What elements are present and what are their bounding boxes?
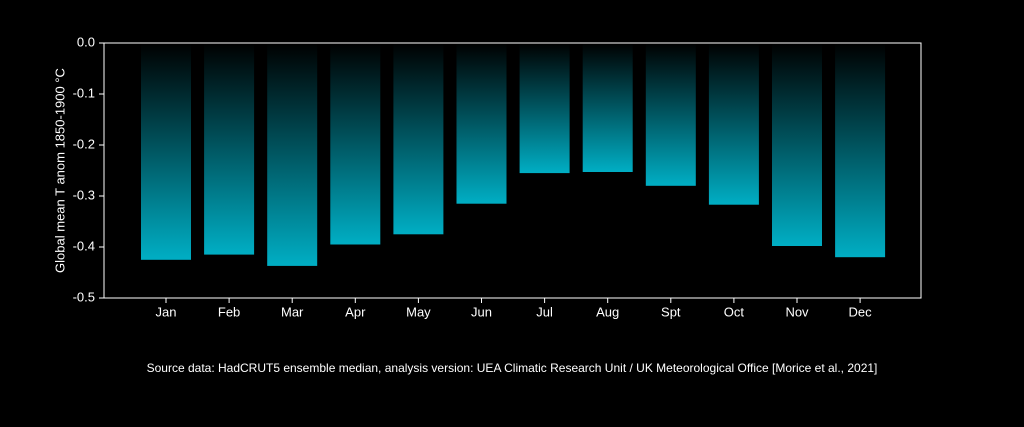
bar-jun	[456, 43, 507, 204]
y-tick-label: -0.4	[73, 238, 95, 253]
y-tick-label: -0.3	[73, 187, 95, 202]
plot-frame	[103, 42, 922, 299]
x-axis-ticks: Jan Feb Mar Apr May Jun Jul Aug Spt Oct Nov Dec	[156, 298, 873, 319]
x-tick-label-dec: Dec	[849, 304, 873, 319]
x-tick-label-nov: Nov	[785, 304, 809, 319]
y-tick-label: -0.2	[73, 136, 95, 151]
x-tick-label-oct: Oct	[724, 304, 745, 319]
y-axis-label: Global mean T anom 1850-1900 °C	[52, 68, 67, 273]
x-tick-label-may: May	[406, 304, 431, 319]
x-tick-label-mar: Mar	[281, 304, 304, 319]
y-tick-label: -0.1	[73, 85, 95, 100]
bar-aug	[582, 43, 633, 172]
x-tick-label-spt: Spt	[661, 304, 681, 319]
bar-oct	[708, 43, 759, 205]
bar-mar	[267, 43, 318, 266]
bar-nov	[772, 43, 822, 246]
bars-layer	[141, 43, 886, 266]
x-tick-label-feb: Feb	[218, 304, 240, 319]
y-tick-label: 0.0	[77, 34, 95, 49]
bar-spt	[645, 43, 696, 186]
bar-jan	[141, 43, 191, 260]
y-tick-label: -0.5	[73, 289, 95, 304]
y-axis-ticks: 0.0 -0.1 -0.2 -0.3 -0.4 -0.5	[73, 34, 104, 304]
bar-dec	[835, 43, 886, 258]
x-tick-label-apr: Apr	[345, 304, 366, 319]
x-tick-label-jan: Jan	[156, 304, 177, 319]
bar-may	[393, 43, 444, 235]
bar-apr	[330, 43, 381, 245]
bar-jul	[519, 43, 570, 174]
x-tick-label-aug: Aug	[596, 304, 619, 319]
bar-feb	[204, 43, 255, 255]
x-tick-label-jun: Jun	[471, 304, 492, 319]
x-tick-label-jul: Jul	[536, 304, 553, 319]
source-note: Source data: HadCRUT5 ensemble median, a…	[146, 361, 878, 375]
